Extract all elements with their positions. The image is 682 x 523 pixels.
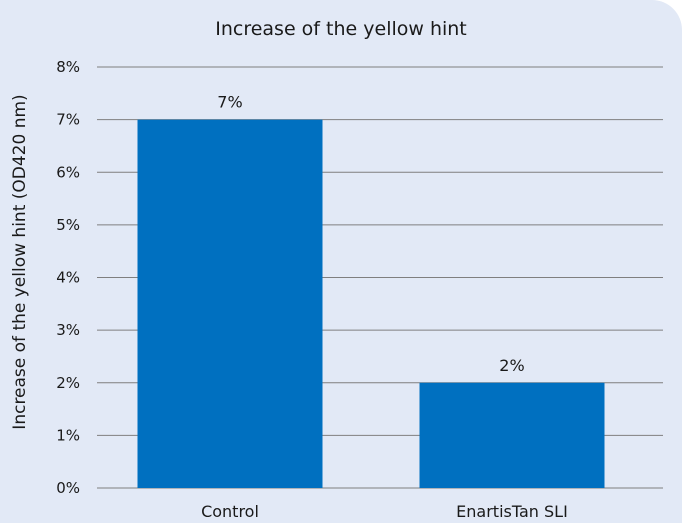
y-tick-label: 4% <box>56 269 80 287</box>
bar-data-label: 7% <box>217 93 242 112</box>
bar-data-label: 2% <box>499 356 524 375</box>
y-tick-label: 3% <box>56 321 80 339</box>
bar-control <box>137 119 323 488</box>
y-tick-label: 7% <box>56 111 80 129</box>
y-tick-label: 1% <box>56 426 80 444</box>
y-tick-label: 0% <box>56 479 80 497</box>
chart-title: Increase of the yellow hint <box>215 18 467 40</box>
bar-data-labels: 7% 2% <box>217 93 524 375</box>
y-tick-labels: 0% 1% 2% 3% 4% 5% 6% 7% 8% <box>56 58 80 497</box>
x-category-labels: Control EnartisTan SLI <box>201 502 568 521</box>
bar-enartistan-sli <box>419 382 605 488</box>
x-category-label: EnartisTan SLI <box>456 502 568 521</box>
y-tick-label: 2% <box>56 374 80 392</box>
y-tick-label: 6% <box>56 163 80 181</box>
x-category-label: Control <box>201 502 259 521</box>
bars <box>137 119 605 488</box>
y-tick-label: 5% <box>56 216 80 234</box>
y-tick-label: 8% <box>56 58 80 76</box>
